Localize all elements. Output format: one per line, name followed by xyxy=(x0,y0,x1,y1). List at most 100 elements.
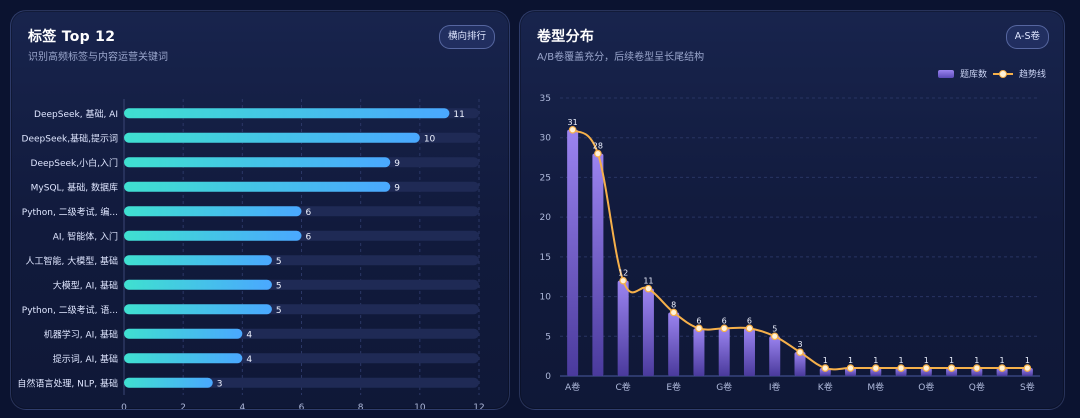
y-tick-label: 25 xyxy=(540,173,551,183)
tag-bar-chart: 0 2 4 6 8 10 12 DeepSeek, 基础, AI 11 DeepSeek,基础,提… xyxy=(17,99,485,409)
x-tick-label: K卷 xyxy=(818,381,833,393)
column-value-label: 31 xyxy=(568,118,578,127)
x-tick-label: C卷 xyxy=(616,381,631,393)
tag-value-label: 11 xyxy=(453,110,464,120)
trend-point xyxy=(998,364,1006,372)
volume-column xyxy=(567,129,579,376)
x-tick-label: E卷 xyxy=(666,381,681,393)
x-tick-label: I卷 xyxy=(769,381,781,393)
tag-category-label: Python, 二级考试, 编... xyxy=(22,206,118,218)
tag-category-label: AI, 智能体, 入门 xyxy=(53,230,118,242)
volume-distribution-card: 卷型分布 A/B卷覆盖充分，后续卷型呈长尾结构 A-S卷 题库数 趋势线 0 5 1… xyxy=(519,10,1065,410)
tag-chart-title: 标签 Top 12 xyxy=(28,29,116,45)
trend-point xyxy=(947,364,956,372)
horizontal-ranking-button[interactable]: 横向排行 xyxy=(438,25,495,49)
tag-category-label: DeepSeek, 基础, AI xyxy=(34,108,118,120)
x-tick-label: Q卷 xyxy=(969,381,985,393)
tag-value-label: 3 xyxy=(217,379,223,389)
x-tick-label: O卷 xyxy=(918,381,934,393)
volume-column xyxy=(642,288,654,376)
tag-bar xyxy=(124,377,213,388)
column-value-label: 1 xyxy=(823,356,828,365)
bar-track xyxy=(124,377,479,388)
column-value-label: 1 xyxy=(848,356,853,365)
volume-column xyxy=(592,153,604,376)
trend-point xyxy=(1023,364,1032,372)
tag-bar xyxy=(124,353,243,364)
tag-bar xyxy=(124,230,302,241)
column-value-label: 1 xyxy=(924,356,929,365)
trend-point xyxy=(846,364,855,372)
x-tick-label: 4 xyxy=(239,403,245,409)
column-value-label: 1 xyxy=(873,356,878,365)
volume-column xyxy=(617,280,629,376)
column-value-label: 6 xyxy=(747,316,752,325)
tag-bar xyxy=(124,328,243,339)
trend-point xyxy=(594,149,602,158)
x-tick-label: 10 xyxy=(414,403,426,409)
x-tick-label: S卷 xyxy=(1020,381,1035,393)
x-tick-label: 0 xyxy=(121,403,127,409)
volume-column xyxy=(743,328,755,376)
trend-point xyxy=(619,276,627,285)
column-value-label: 28 xyxy=(593,142,603,151)
volume-column xyxy=(794,352,806,376)
column-value-label: 1 xyxy=(974,356,979,365)
trend-point xyxy=(796,348,804,356)
tag-value-label: 6 xyxy=(306,208,312,218)
tag-category-label: Python, 二级考试, 语... xyxy=(22,304,118,316)
volume-column xyxy=(668,312,680,376)
tag-bar xyxy=(124,304,272,315)
trend-point xyxy=(695,324,703,333)
x-tick-label: 2 xyxy=(180,403,186,409)
trend-point xyxy=(770,332,779,341)
tag-value-label: 9 xyxy=(394,183,400,193)
x-tick-label: 8 xyxy=(358,403,364,409)
legend-line-label: 趋势线 xyxy=(1018,70,1046,80)
tag-category-label: DeepSeek,小白,入门 xyxy=(31,157,118,169)
tag-value-label: 5 xyxy=(276,257,282,267)
trend-point xyxy=(644,284,653,293)
trend-point xyxy=(922,364,931,372)
x-tick-label: G卷 xyxy=(716,381,732,393)
column-value-label: 6 xyxy=(696,316,701,325)
tag-value-label: 6 xyxy=(306,232,312,242)
trend-point xyxy=(973,364,981,372)
x-tick-label: M卷 xyxy=(867,381,884,393)
y-tick-label: 15 xyxy=(540,253,551,263)
volume-range-button[interactable]: A-S卷 xyxy=(1005,25,1049,49)
trend-point xyxy=(821,364,830,372)
y-tick-label: 35 xyxy=(540,94,551,104)
volume-chart-subtitle: A/B卷覆盖充分，后续卷型呈长尾结构 xyxy=(537,52,705,63)
tag-top12-card: 标签 Top 12 识别高频标签与内容运营关键词 横向排行 0 2 4 6 8 10 12 D… xyxy=(10,10,510,410)
legend-bar-label: 题库数 xyxy=(959,70,987,80)
tag-value-label: 9 xyxy=(394,159,400,169)
volume-column xyxy=(693,328,705,376)
trend-point xyxy=(568,125,577,134)
trend-point xyxy=(897,364,905,372)
tag-bar xyxy=(124,108,450,119)
tag-value-label: 4 xyxy=(246,355,252,365)
tag-bar xyxy=(124,206,302,217)
trend-point xyxy=(720,324,729,333)
tag-bar xyxy=(124,279,272,290)
legend-bar-swatch xyxy=(937,69,954,78)
trend-point xyxy=(745,324,754,333)
legend-line-swatch xyxy=(992,69,1013,78)
tag-category-label: 机器学习, AI, 基础 xyxy=(44,328,118,340)
tag-value-label: 10 xyxy=(424,134,436,144)
column-value-label: 1 xyxy=(949,356,954,365)
x-tick-label: 12 xyxy=(473,403,484,409)
tag-bar xyxy=(124,132,420,143)
column-value-label: 12 xyxy=(618,269,628,278)
tag-value-label: 4 xyxy=(246,330,252,340)
tag-value-label: 5 xyxy=(276,306,282,316)
tag-bar xyxy=(124,181,391,192)
column-value-label: 8 xyxy=(671,300,676,309)
trend-point xyxy=(871,364,880,372)
column-value-label: 5 xyxy=(772,324,777,333)
y-tick-label: 5 xyxy=(545,332,551,342)
volume-chart-title: 卷型分布 xyxy=(537,29,595,45)
tag-category-label: MySQL, 基础, 数据库 xyxy=(31,181,118,193)
